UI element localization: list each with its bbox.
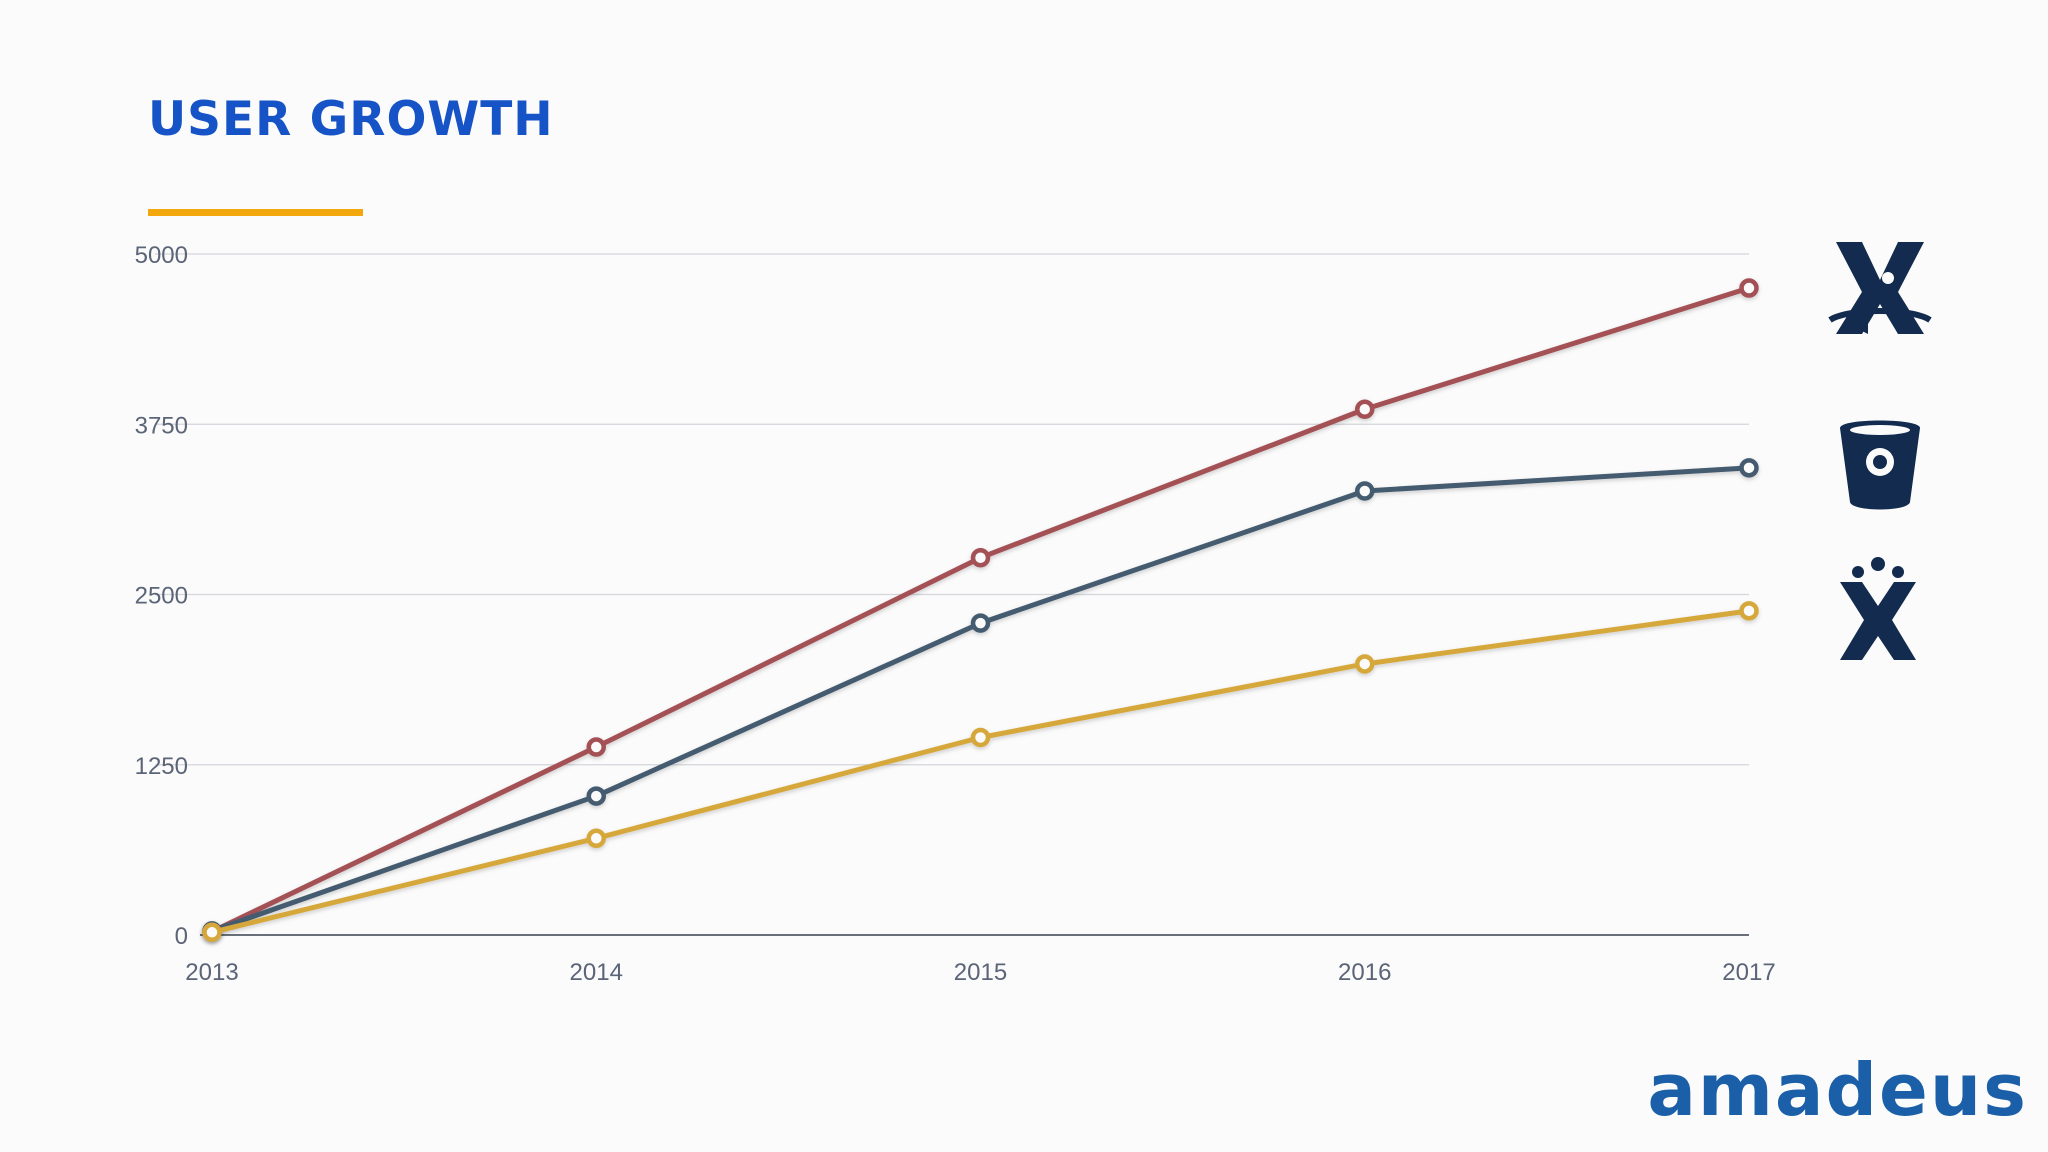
y-tick-label: 0 xyxy=(175,923,188,950)
bitbucket-icon xyxy=(1840,420,1920,510)
jira-service-desk-icon xyxy=(1828,242,1932,334)
data-point xyxy=(1355,399,1375,420)
data-point xyxy=(1739,601,1759,621)
x-tick-label: 2017 xyxy=(1722,959,1775,986)
data-point xyxy=(586,737,606,757)
amadeus-logo: amadeus xyxy=(1647,1048,2028,1132)
data-point xyxy=(1355,481,1375,501)
series-line xyxy=(209,608,1752,935)
title-underline xyxy=(148,209,363,216)
data-point xyxy=(970,547,991,568)
y-tick-label: 5000 xyxy=(135,242,188,269)
y-tick-label: 1250 xyxy=(135,753,188,780)
series-2 xyxy=(202,601,1759,943)
data-point xyxy=(586,828,606,849)
page-title: USER GROWTH xyxy=(148,92,554,147)
data-point xyxy=(202,922,222,943)
x-tick-label: 2013 xyxy=(185,959,238,986)
series-line xyxy=(209,285,1752,935)
data-point xyxy=(586,786,606,806)
series-0 xyxy=(202,278,1759,942)
data-point xyxy=(970,727,991,748)
data-point xyxy=(1739,278,1759,298)
x-tick-label: 2016 xyxy=(1338,959,1391,986)
series-line xyxy=(209,465,1752,934)
y-tick-label: 3750 xyxy=(135,412,188,439)
x-tick-label: 2015 xyxy=(954,959,1007,986)
data-point xyxy=(970,613,991,633)
data-point xyxy=(1739,458,1759,478)
series-1 xyxy=(202,458,1759,941)
data-point xyxy=(1355,654,1375,674)
y-tick-label: 2500 xyxy=(135,583,188,610)
confluence-icon xyxy=(1840,557,1916,660)
x-tick-label: 2014 xyxy=(570,959,623,986)
